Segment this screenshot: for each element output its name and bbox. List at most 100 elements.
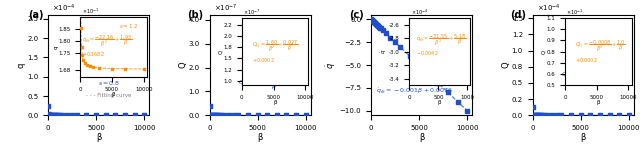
Point	[209, 114, 220, 116]
Point	[214, 114, 224, 116]
Point	[547, 114, 557, 117]
Point	[372, 25, 383, 27]
Point	[54, 114, 65, 116]
Point	[532, 114, 543, 116]
Point	[110, 114, 120, 117]
Point	[529, 113, 539, 116]
Point	[536, 114, 547, 116]
Point	[72, 114, 82, 117]
Point	[385, 36, 396, 39]
Point	[566, 114, 576, 117]
Point	[52, 114, 62, 116]
Point	[48, 114, 58, 116]
Point	[374, 26, 385, 29]
Point	[537, 114, 547, 116]
Point	[542, 114, 552, 117]
Point	[380, 32, 390, 34]
X-axis label: β: β	[257, 133, 262, 141]
Point	[533, 114, 543, 116]
Point	[205, 105, 215, 107]
Point	[556, 114, 566, 117]
Point	[376, 27, 386, 30]
Point	[395, 46, 405, 48]
Point	[404, 55, 415, 57]
Point	[52, 114, 63, 116]
Point	[211, 114, 221, 116]
Point	[47, 114, 57, 116]
Point	[623, 114, 634, 117]
Point	[443, 91, 453, 94]
Point	[44, 113, 54, 116]
Y-axis label: Q: Q	[501, 62, 510, 68]
Point	[208, 114, 218, 116]
Point	[210, 114, 220, 116]
Point	[575, 114, 586, 117]
Text: $\times10^{-4}$: $\times10^{-4}$	[52, 3, 76, 14]
Text: $s=0.8$: $s=0.8$	[99, 79, 121, 87]
Point	[527, 105, 538, 108]
Text: $Q_{fit}=\dfrac{3.83\times10^{-5}}{\beta}$: $Q_{fit}=\dfrac{3.83\times10^{-5}}{\beta…	[238, 75, 293, 92]
Point	[50, 114, 60, 116]
Text: (b): (b)	[188, 10, 204, 20]
Point	[390, 41, 400, 43]
X-axis label: β: β	[580, 133, 586, 141]
Text: $Q_{fit}=\dfrac{1.37\times10^{-4}}{\beta}$: $Q_{fit}=\dfrac{1.37\times10^{-4}}{\beta…	[561, 67, 616, 84]
Y-axis label: q: q	[17, 62, 26, 68]
Text: - - - Fitting curve: - - - Fitting curve	[86, 93, 132, 98]
Point	[205, 113, 216, 116]
Point	[43, 105, 53, 107]
Point	[552, 114, 562, 117]
Point	[371, 23, 381, 25]
Text: (a): (a)	[28, 10, 44, 20]
Point	[595, 114, 605, 117]
Point	[531, 114, 541, 116]
Point	[452, 100, 463, 103]
Y-axis label: $\dot{q}$: $\dot{q}$	[324, 62, 339, 69]
Point	[120, 114, 130, 117]
Text: (d): (d)	[511, 10, 527, 20]
Point	[206, 114, 216, 116]
Point	[370, 22, 380, 24]
Point	[49, 114, 59, 116]
Point	[243, 114, 253, 117]
Point	[372, 24, 382, 26]
Point	[207, 114, 218, 116]
Point	[219, 114, 229, 117]
Point	[213, 114, 223, 116]
Point	[291, 114, 301, 117]
Point	[228, 114, 239, 117]
Point	[129, 114, 140, 117]
Point	[81, 114, 92, 117]
Point	[45, 114, 55, 116]
Text: $q_{fit}=\dfrac{2.43}{\beta}+0.0002$: $q_{fit}=\dfrac{2.43}{\beta}+0.0002$	[86, 58, 148, 73]
Point	[46, 114, 56, 116]
Point	[462, 110, 472, 112]
Point	[272, 114, 282, 117]
Text: $\dot{q}_{fit}=-0.001\beta+0.0076$: $\dot{q}_{fit}=-0.001\beta+0.0076$	[376, 87, 453, 96]
Point	[531, 114, 541, 116]
X-axis label: β: β	[419, 133, 424, 141]
Point	[51, 114, 61, 116]
Point	[529, 114, 540, 116]
X-axis label: β: β	[96, 133, 101, 141]
Point	[212, 114, 222, 116]
Point	[367, 19, 377, 21]
Point	[614, 114, 624, 117]
Point	[58, 114, 68, 117]
Text: $\times10^{-7}$: $\times10^{-7}$	[214, 3, 237, 14]
Point	[253, 114, 263, 117]
Point	[369, 21, 379, 23]
Point	[424, 73, 434, 75]
Point	[604, 114, 614, 117]
Point	[378, 29, 388, 32]
Point	[62, 114, 72, 117]
Text: $\times10^{-4}$: $\times10^{-4}$	[537, 3, 561, 14]
Point	[539, 114, 549, 116]
Point	[100, 114, 111, 117]
Point	[301, 114, 311, 117]
Point	[414, 64, 424, 66]
Point	[262, 114, 273, 117]
Point	[374, 25, 384, 28]
Point	[216, 114, 226, 116]
Point	[534, 114, 545, 116]
